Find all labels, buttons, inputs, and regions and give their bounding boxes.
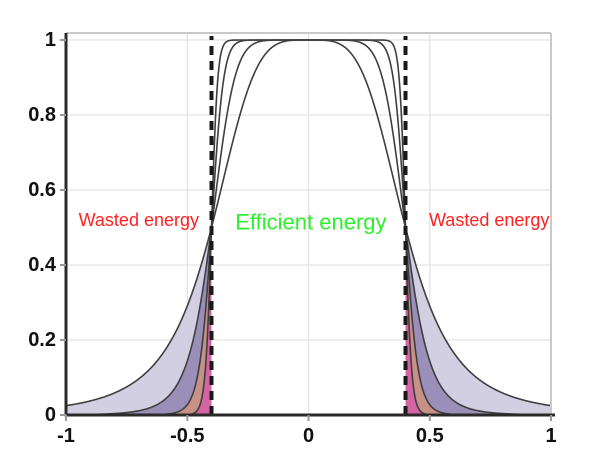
wasted-energy-region-order-8-left — [66, 227, 212, 415]
x-tick-label: 0.5 — [416, 425, 444, 447]
x-tick-label: 1 — [545, 425, 556, 447]
x-tick-label: 0 — [303, 425, 314, 447]
annotation-efficient: Efficient energy — [235, 209, 386, 234]
y-tick-label: 0 — [45, 404, 56, 426]
y-tick-label: 0.4 — [28, 254, 57, 276]
y-tick-label: 0.2 — [28, 329, 56, 351]
annotation-wasted-right: Wasted energy — [429, 210, 549, 230]
wasted-energy-region-order-2-left — [66, 227, 212, 415]
wasted-energy-region-order-8-right — [405, 227, 551, 415]
y-tick-label: 0.6 — [28, 179, 56, 201]
x-tick-label: -1 — [57, 425, 75, 447]
annotation-wasted-left: Wasted energy — [79, 210, 199, 230]
y-tick-label: 0.8 — [28, 104, 56, 126]
wasted-energy-region-order-2-right — [405, 227, 551, 415]
x-tick-label: -0.5 — [170, 425, 204, 447]
y-tick-label: 1 — [45, 29, 56, 51]
